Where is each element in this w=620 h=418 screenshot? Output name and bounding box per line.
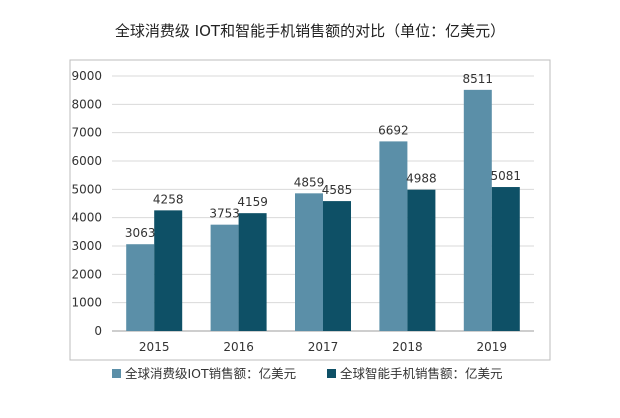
x-tick-label: 2017 [308, 340, 339, 354]
bar-2019-series-1 [463, 89, 492, 331]
x-tick-label: 2018 [392, 340, 423, 354]
bar-2018-series-1 [379, 141, 408, 331]
data-label: 4585 [322, 183, 353, 197]
data-label: 4859 [294, 175, 325, 189]
bar-2015-series-1 [126, 244, 155, 331]
x-tick-label: 2019 [477, 340, 508, 354]
bar-2015-series-2 [154, 210, 183, 331]
y-tick-label: 7000 [71, 126, 102, 140]
y-tick-label: 6000 [71, 154, 102, 168]
gridlines [112, 75, 534, 332]
data-label: 8511 [463, 72, 494, 86]
y-tick-label: 8000 [71, 97, 102, 111]
legend-swatch [327, 369, 336, 378]
data-label: 4988 [406, 172, 437, 186]
bars [126, 89, 520, 331]
legend-label: 全球消费级IOT销售额：亿美元 [125, 366, 296, 381]
x-tick-label: 2015 [139, 340, 170, 354]
y-tick-label: 2000 [71, 267, 102, 281]
bar-2016-series-1 [210, 224, 239, 331]
bar-2017-series-1 [295, 193, 323, 331]
y-tick-label: 0 [94, 324, 102, 338]
legend-swatch [112, 369, 121, 378]
x-axis-ticks: 2015 2016 2017 2018 2019 [139, 340, 507, 354]
data-label: 5081 [491, 169, 522, 183]
data-label: 4258 [153, 192, 184, 206]
legend: 全球消费级IOT销售额：亿美元 全球智能手机销售额：亿美元 [112, 366, 503, 381]
bar-2018-series-2 [407, 189, 436, 331]
y-tick-label: 5000 [71, 182, 102, 196]
data-label: 3063 [125, 226, 156, 240]
y-axis-ticks: 0 1000 2000 3000 4000 5000 6000 7000 8000 9000 [71, 69, 102, 338]
x-tick-label: 2016 [223, 340, 254, 354]
y-tick-label: 1000 [71, 296, 102, 310]
legend-label: 全球智能手机销售额：亿美元 [340, 366, 503, 381]
y-tick-label: 3000 [71, 239, 102, 253]
data-label: 3753 [209, 207, 240, 221]
y-tick-label: 9000 [71, 69, 102, 83]
bar-2017-series-2 [323, 201, 351, 331]
chart-title: 全球消费级 IOT和智能手机销售额的对比（单位：亿美元） [115, 22, 505, 40]
bar-2016-series-2 [238, 213, 267, 331]
y-tick-label: 4000 [71, 211, 102, 225]
plot-frame [69, 59, 551, 361]
bar-2019-series-2 [491, 187, 520, 331]
data-label: 6692 [378, 123, 409, 137]
data-label: 4159 [237, 195, 268, 209]
